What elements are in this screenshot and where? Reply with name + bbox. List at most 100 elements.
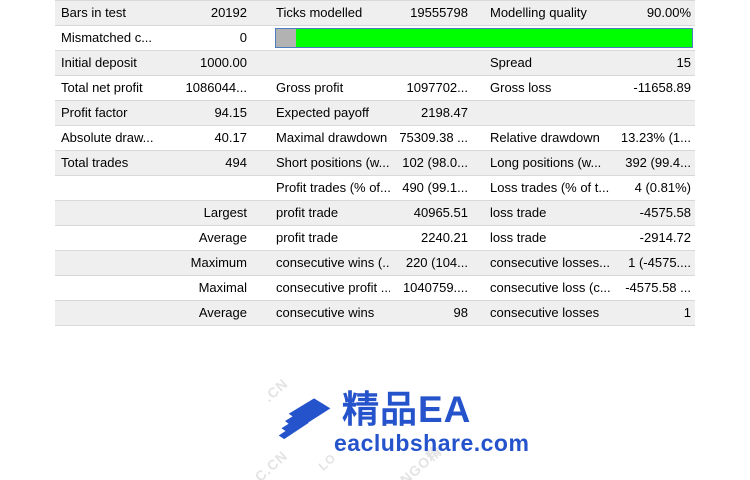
table-row: Total net profit 1086044... Gross profit… — [55, 76, 695, 101]
watermark-fragment: NGO精 — [397, 442, 445, 480]
table-row: Total trades 494 Short positions (w... 1… — [55, 151, 695, 176]
metric-value-2: 490 (99.1... — [402, 180, 468, 195]
watermark-fragment: .CN — [260, 374, 291, 406]
metric-value-1: 1086044... — [185, 80, 247, 95]
metric-label-1 — [55, 201, 170, 225]
metric-value-2: 102 (98.0... — [402, 155, 468, 170]
metric-label-2: Profit trades (% of... — [276, 180, 390, 195]
table-row: Maximal consecutive profit ... 1040759..… — [55, 276, 695, 301]
metric-label-2: Short positions (w... — [276, 155, 390, 170]
table-row: Absolute draw... 40.17 Maximal drawdown … — [55, 126, 695, 151]
metric-label-3: Relative drawdown — [490, 130, 600, 145]
metric-label-1: Total trades — [61, 155, 129, 170]
metric-label-1: Mismatched c... — [61, 30, 153, 45]
metric-value-3: -4575.58 ... — [625, 280, 691, 295]
metric-value-2: 1097702... — [406, 80, 468, 95]
metric-value-1: Maximal — [198, 280, 247, 295]
metric-label-2: consecutive profit ... — [276, 280, 390, 295]
metric-value-2: 220 (104... — [405, 255, 468, 270]
metric-label-3: Loss trades (% of t... — [490, 180, 610, 195]
metric-label-3 — [471, 101, 610, 125]
metric-label-1 — [55, 301, 170, 325]
metric-value-2: 2240.21 — [421, 230, 468, 245]
metric-value-1: Average — [198, 305, 247, 320]
metric-label-1: Bars in test — [61, 5, 127, 20]
metric-value-3: -4575.58 — [639, 205, 691, 220]
metric-label-1 — [55, 226, 170, 250]
metric-value-3: 1 (-4575.... — [628, 255, 691, 270]
metric-value-3 — [610, 101, 695, 125]
metric-label-2: Expected payoff — [276, 105, 369, 120]
metric-label-1: Absolute draw... — [61, 130, 154, 145]
table-row: Average consecutive wins 98 consecutive … — [55, 301, 695, 326]
table-row: Profit factor 94.15 Expected payoff 2198… — [55, 101, 695, 126]
metric-label-2: Ticks modelled — [276, 5, 363, 20]
metric-label-1 — [55, 176, 170, 200]
metric-value-2: 98 — [453, 305, 468, 320]
metric-label-1: Profit factor — [61, 105, 128, 120]
logo-text: 精品EA eaclubshare.com — [334, 389, 529, 456]
metric-value-1: Largest — [203, 205, 247, 220]
table-row: Initial deposit 1000.00 Spread 15 — [55, 51, 695, 76]
metric-label-3: consecutive losses... — [490, 255, 610, 270]
metric-value-2: 75309.38 ... — [399, 130, 468, 145]
table-row: Bars in test 20192 Ticks modelled 195557… — [55, 1, 695, 26]
metric-value-2 — [390, 51, 471, 75]
metric-label-1 — [55, 251, 170, 275]
metric-value-1 — [170, 176, 250, 200]
metric-label-1: Total net profit — [61, 80, 143, 95]
metric-label-2: consecutive wins — [276, 305, 375, 320]
metric-value-3: 4 (0.81%) — [634, 180, 691, 195]
table-row: Profit trades (% of... 490 (99.1... Loss… — [55, 176, 695, 201]
metric-label-1 — [55, 276, 170, 300]
metric-label-1: Initial deposit — [61, 55, 137, 70]
metric-value-3: 90.00% — [646, 5, 691, 20]
metric-value-1: 20192 — [210, 5, 247, 20]
brand-name: 精品EA — [342, 389, 472, 430]
metric-value-2: 1040759.... — [402, 280, 468, 295]
metric-value-2: 19555798 — [410, 5, 468, 20]
watermark-fragment: LO — [315, 450, 339, 474]
stacked-layers-icon — [278, 398, 331, 440]
metric-value-1: Maximum — [190, 255, 247, 270]
metric-label-3: Gross loss — [490, 80, 552, 95]
metric-value-1: Average — [198, 230, 247, 245]
metric-label-3: consecutive loss (c... — [490, 280, 610, 295]
eaclubshare-logo: 精品EA eaclubshare.com — [276, 390, 529, 455]
metric-label-3: Long positions (w... — [490, 155, 602, 170]
metric-value-3: -11658.89 — [633, 80, 691, 95]
metric-value-3: 15 — [676, 55, 691, 70]
metric-label-2: profit trade — [276, 205, 339, 220]
metric-value-2: 2198.47 — [421, 105, 468, 120]
metric-label-2: profit trade — [276, 230, 339, 245]
metric-label-2: Maximal drawdown — [276, 130, 388, 145]
metric-label-2: consecutive wins (... — [276, 255, 390, 270]
metric-label-2 — [250, 51, 390, 75]
progress-thumb — [276, 29, 296, 47]
metric-value-1: 494 — [225, 155, 247, 170]
table-row: Mismatched c... 0 — [55, 26, 695, 51]
table-row: Maximum consecutive wins (... 220 (104..… — [55, 251, 695, 276]
metric-value-1: 1000.00 — [200, 55, 247, 70]
results-table: Bars in test 20192 Ticks modelled 195557… — [55, 0, 695, 326]
metric-label-3: Spread — [490, 55, 532, 70]
metric-label-3: consecutive losses — [490, 305, 600, 320]
metric-value-3: 1 — [683, 305, 691, 320]
metric-label-2: Gross profit — [276, 80, 344, 95]
metric-value-3: 13.23% (1... — [620, 130, 691, 145]
watermark-fragment: C.CN — [251, 447, 291, 480]
modelling-quality-progress-bar — [275, 28, 693, 48]
metric-value-3: -2914.72 — [639, 230, 691, 245]
table-row: Largest profit trade 40965.51 loss trade… — [55, 201, 695, 226]
metric-value-1: 0 — [239, 30, 247, 45]
brand-domain: eaclubshare.com — [334, 430, 530, 456]
metric-label-3: loss trade — [490, 205, 547, 220]
metric-value-3: 392 (99.4... — [625, 155, 691, 170]
metric-label-3: loss trade — [490, 230, 547, 245]
table-row: Average profit trade 2240.21 loss trade … — [55, 226, 695, 251]
metric-value-1: 94.15 — [214, 105, 247, 120]
metric-value-1: 40.17 — [214, 130, 247, 145]
metric-value-2: 40965.51 — [413, 205, 468, 220]
metric-label-3: Modelling quality — [490, 5, 587, 20]
